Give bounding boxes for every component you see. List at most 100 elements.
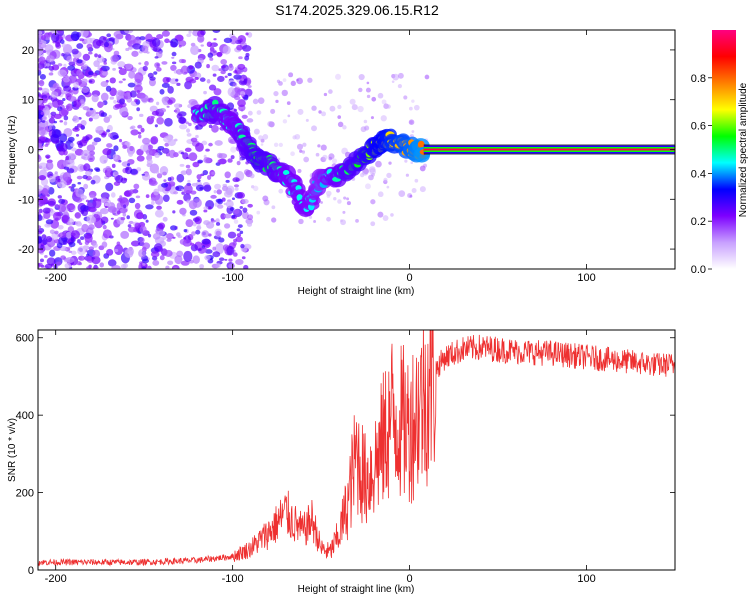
noise-speck (154, 152, 160, 158)
figure-title: S174.2025.329.06.15.R12 (275, 2, 439, 18)
noise-speck (182, 152, 189, 160)
noise-speck (66, 55, 73, 63)
noise-speck (346, 197, 350, 201)
noise-speck (201, 140, 208, 146)
noise-speck (120, 177, 128, 184)
noise-speck (41, 87, 50, 94)
noise-speck (123, 190, 132, 197)
noise-speck (138, 249, 146, 258)
noise-speck (147, 144, 154, 150)
noise-speck (195, 142, 204, 152)
snr-line (38, 330, 675, 567)
noise-speck (59, 133, 68, 143)
noise-speck (273, 142, 279, 148)
noise-speck (91, 141, 98, 146)
noise-speck (68, 61, 76, 66)
noise-speck (237, 63, 246, 70)
noise-speck (197, 248, 202, 251)
noise-speck (247, 85, 252, 88)
noise-speck (153, 188, 160, 196)
noise-speck (82, 53, 91, 61)
noise-speck (94, 53, 98, 58)
noise-speck (109, 96, 115, 100)
noise-speck (206, 41, 212, 48)
noise-speck (351, 104, 358, 111)
noise-speck (108, 114, 112, 119)
noise-speck (109, 77, 116, 84)
noise-speck (64, 262, 72, 269)
noise-speck (99, 155, 108, 164)
noise-speck (382, 215, 389, 221)
noise-speck (148, 78, 156, 87)
noise-speck (58, 232, 67, 239)
noise-speck (38, 56, 46, 64)
noise-speck (398, 190, 406, 197)
noise-speck (77, 246, 87, 256)
noise-speck (210, 219, 216, 223)
noise-speck (331, 158, 338, 164)
noise-speck (278, 142, 283, 148)
noise-speck (67, 136, 75, 142)
noise-speck (72, 127, 80, 132)
noise-speck (238, 79, 248, 86)
noise-speck (342, 125, 347, 130)
noise-speck (134, 72, 144, 83)
noise-speck (358, 87, 363, 93)
noise-speck (199, 186, 204, 190)
noise-speck (225, 200, 234, 209)
noise-speck (227, 72, 232, 77)
y-tick-label: -20 (18, 244, 34, 256)
noise-speck (140, 144, 149, 152)
noise-speck (70, 31, 80, 41)
noise-speck (233, 184, 240, 188)
noise-speck (397, 72, 404, 79)
noise-speck (342, 210, 346, 214)
noise-speck (49, 229, 55, 235)
noise-speck (216, 51, 223, 58)
noise-speck (44, 255, 48, 258)
noise-speck (103, 61, 107, 65)
noise-speck (192, 255, 200, 264)
noise-speck (207, 175, 212, 181)
noise-speck (370, 199, 376, 205)
noise-speck (138, 134, 142, 139)
noise-speck (377, 211, 384, 218)
noise-speck (340, 219, 346, 226)
noise-speck (105, 182, 114, 192)
noise-speck (128, 45, 133, 50)
noise-speck (221, 197, 226, 202)
noise-speck (81, 65, 88, 70)
noise-speck (139, 113, 144, 117)
noise-speck (161, 61, 168, 65)
noise-speck (65, 231, 72, 239)
noise-speck (88, 80, 93, 83)
noise-speck (192, 217, 200, 222)
noise-speck (183, 184, 193, 195)
noise-speck (170, 64, 177, 71)
noise-speck (41, 105, 45, 109)
noise-speck (296, 77, 303, 85)
noise-speck (55, 41, 61, 48)
noise-speck (185, 219, 194, 228)
noise-speck (100, 92, 109, 102)
noise-speck (46, 155, 50, 159)
noise-speck (167, 99, 173, 105)
noise-speck (118, 159, 122, 163)
noise-speck (125, 47, 130, 52)
noise-speck (112, 154, 118, 160)
noise-speck (167, 177, 172, 182)
noise-speck (95, 126, 104, 135)
noise-speck (232, 82, 238, 87)
noise-speck (397, 83, 402, 89)
noise-speck (230, 155, 235, 160)
noise-speck (88, 117, 93, 122)
noise-speck (176, 232, 181, 237)
noise-speck (82, 106, 90, 111)
noise-speck (66, 105, 70, 109)
snr-panel: -200 -100 0 100 0 200 400 600 Height of straig… (7, 329, 676, 595)
noise-speck (343, 196, 347, 200)
spectrogram-x-ticks: -200 -100 0 100 (45, 30, 596, 284)
noise-speck (119, 138, 123, 143)
noise-speck (241, 44, 252, 52)
noise-speck (188, 65, 194, 70)
